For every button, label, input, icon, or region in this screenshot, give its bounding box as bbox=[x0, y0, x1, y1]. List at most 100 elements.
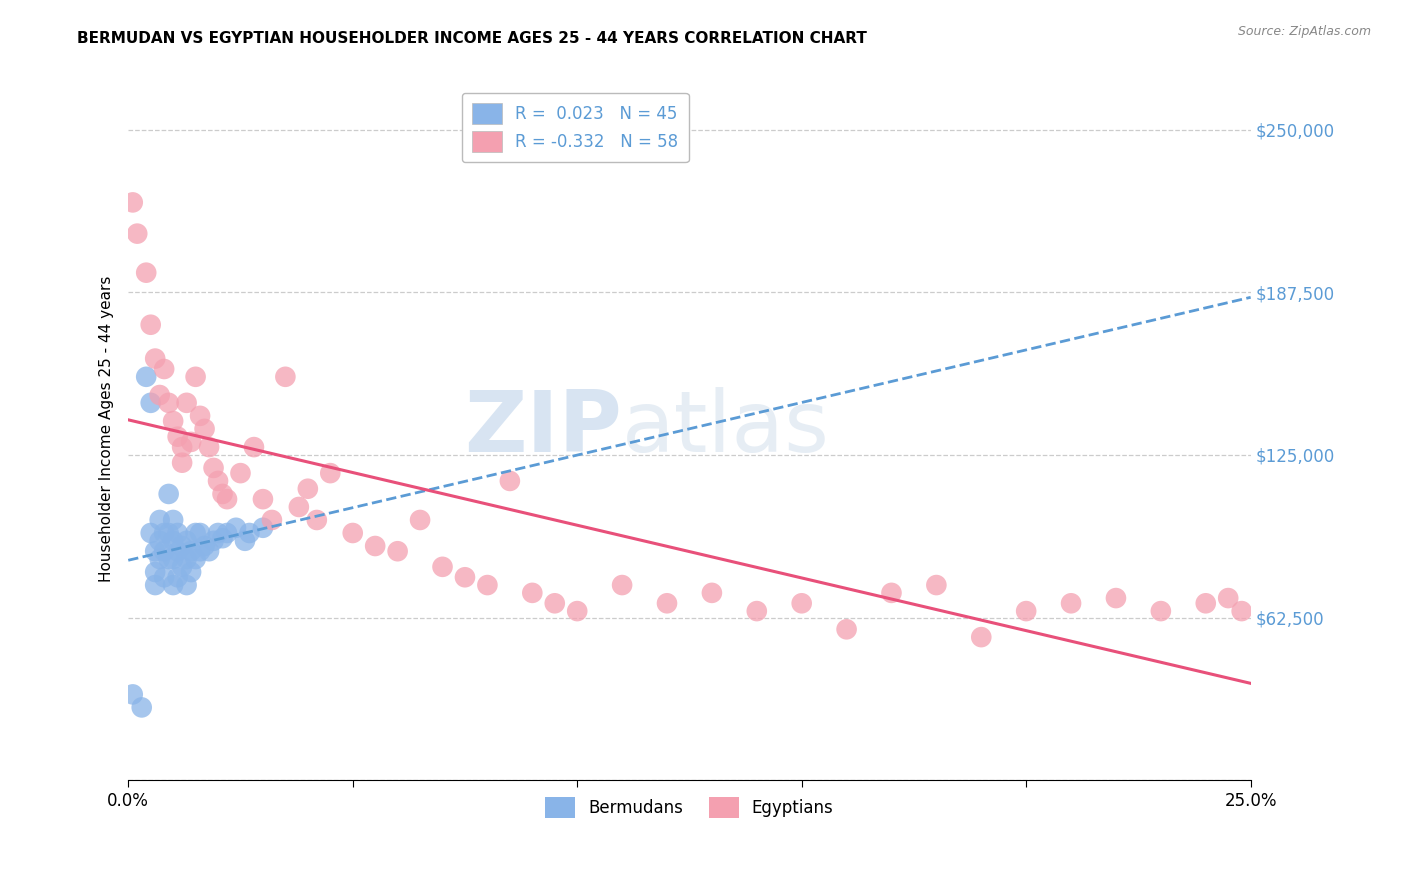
Point bbox=[180, 565, 202, 579]
Point bbox=[162, 513, 184, 527]
Point bbox=[153, 526, 176, 541]
Point bbox=[172, 440, 194, 454]
Point bbox=[700, 586, 723, 600]
Point bbox=[215, 526, 238, 541]
Point bbox=[233, 533, 256, 548]
Point bbox=[297, 482, 319, 496]
Point bbox=[252, 521, 274, 535]
Point bbox=[139, 526, 162, 541]
Point bbox=[131, 700, 153, 714]
Point bbox=[1218, 591, 1240, 605]
Point bbox=[477, 578, 499, 592]
Point bbox=[127, 227, 149, 241]
Point bbox=[198, 440, 221, 454]
Y-axis label: Householder Income Ages 25 - 44 years: Householder Income Ages 25 - 44 years bbox=[100, 276, 114, 582]
Point bbox=[162, 414, 184, 428]
Point bbox=[166, 544, 188, 558]
Point bbox=[211, 531, 233, 545]
Point bbox=[184, 369, 207, 384]
Point bbox=[157, 487, 180, 501]
Point bbox=[193, 539, 215, 553]
Point bbox=[149, 552, 172, 566]
Text: ZIP: ZIP bbox=[464, 387, 621, 470]
Point bbox=[238, 526, 260, 541]
Point bbox=[229, 466, 252, 480]
Point bbox=[790, 596, 813, 610]
Point bbox=[1230, 604, 1253, 618]
Point bbox=[139, 318, 162, 332]
Point bbox=[454, 570, 477, 584]
Point bbox=[1150, 604, 1173, 618]
Point bbox=[157, 552, 180, 566]
Point bbox=[188, 409, 211, 423]
Point bbox=[260, 513, 283, 527]
Point bbox=[544, 596, 567, 610]
Point bbox=[162, 533, 184, 548]
Point bbox=[143, 351, 166, 366]
Point bbox=[522, 586, 544, 600]
Point bbox=[1015, 604, 1038, 618]
Point bbox=[184, 526, 207, 541]
Point bbox=[176, 533, 198, 548]
Point bbox=[319, 466, 342, 480]
Point bbox=[925, 578, 948, 592]
Point bbox=[342, 526, 364, 541]
Point bbox=[745, 604, 768, 618]
Point bbox=[180, 434, 202, 449]
Point bbox=[153, 362, 176, 376]
Point bbox=[202, 461, 225, 475]
Point bbox=[143, 544, 166, 558]
Point bbox=[180, 544, 202, 558]
Point bbox=[211, 487, 233, 501]
Point bbox=[198, 544, 221, 558]
Point bbox=[225, 521, 247, 535]
Point bbox=[162, 552, 184, 566]
Point bbox=[1105, 591, 1128, 605]
Text: atlas: atlas bbox=[621, 387, 830, 470]
Point bbox=[880, 586, 903, 600]
Point bbox=[207, 474, 229, 488]
Point bbox=[432, 559, 454, 574]
Point bbox=[188, 526, 211, 541]
Point bbox=[1060, 596, 1083, 610]
Point bbox=[157, 526, 180, 541]
Point bbox=[176, 578, 198, 592]
Legend: Bermudans, Egyptians: Bermudans, Egyptians bbox=[538, 790, 841, 825]
Point bbox=[157, 396, 180, 410]
Point bbox=[166, 526, 188, 541]
Point bbox=[143, 565, 166, 579]
Point bbox=[387, 544, 409, 558]
Point bbox=[188, 544, 211, 558]
Point bbox=[499, 474, 522, 488]
Point bbox=[172, 456, 194, 470]
Point bbox=[176, 396, 198, 410]
Point bbox=[172, 539, 194, 553]
Point bbox=[172, 559, 194, 574]
Point bbox=[149, 388, 172, 402]
Point bbox=[176, 552, 198, 566]
Point bbox=[166, 430, 188, 444]
Point bbox=[567, 604, 589, 618]
Point bbox=[215, 492, 238, 507]
Point bbox=[243, 440, 266, 454]
Point bbox=[655, 596, 678, 610]
Point bbox=[835, 623, 858, 637]
Text: BERMUDAN VS EGYPTIAN HOUSEHOLDER INCOME AGES 25 - 44 YEARS CORRELATION CHART: BERMUDAN VS EGYPTIAN HOUSEHOLDER INCOME … bbox=[77, 31, 868, 46]
Point bbox=[184, 552, 207, 566]
Point bbox=[135, 369, 157, 384]
Point bbox=[364, 539, 387, 553]
Point bbox=[274, 369, 297, 384]
Point bbox=[162, 578, 184, 592]
Point bbox=[202, 533, 225, 548]
Point bbox=[252, 492, 274, 507]
Point bbox=[305, 513, 328, 527]
Point bbox=[121, 687, 143, 701]
Point bbox=[149, 533, 172, 548]
Point bbox=[193, 422, 215, 436]
Text: Source: ZipAtlas.com: Source: ZipAtlas.com bbox=[1237, 25, 1371, 38]
Point bbox=[149, 513, 172, 527]
Point bbox=[207, 526, 229, 541]
Point bbox=[135, 266, 157, 280]
Point bbox=[288, 500, 311, 514]
Point bbox=[153, 570, 176, 584]
